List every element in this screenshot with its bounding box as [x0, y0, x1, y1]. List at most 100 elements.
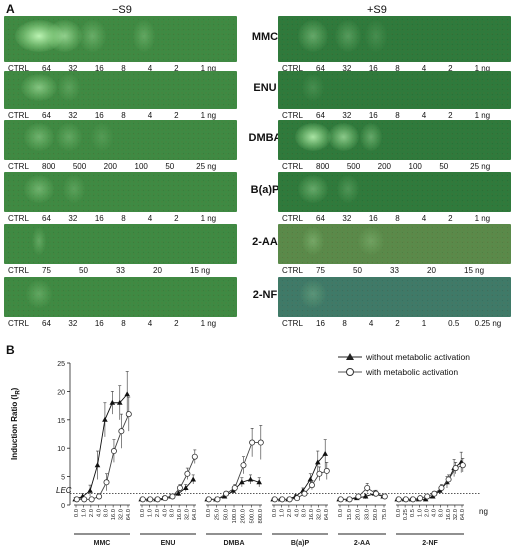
- x-tick-label: 50.0: [373, 509, 379, 520]
- x-tick-label: 200.0: [241, 509, 247, 524]
- data-point-with: [118, 428, 125, 435]
- series-line-with: [142, 456, 196, 500]
- group-name-mmc: MMC: [94, 540, 111, 547]
- data-point-with: [308, 482, 315, 489]
- dose-label: 8: [395, 111, 400, 120]
- x-tick-label: 0.0: [140, 509, 146, 517]
- dose-label: 8: [342, 319, 347, 328]
- data-point-with: [205, 496, 212, 503]
- comet-spot: [334, 19, 362, 52]
- panel-a-letter: A: [6, 2, 15, 16]
- x-tick-label: 4.0: [432, 509, 438, 517]
- group-name-bap: B(a)P: [291, 540, 310, 547]
- gel-strip-bap-plus-s9: [278, 172, 511, 212]
- dose-label: 8: [121, 111, 126, 120]
- mutagen-name-bap: B(a)P: [250, 184, 280, 196]
- y-tick-label: 0: [61, 503, 65, 510]
- data-point-without: [322, 450, 328, 456]
- dose-label: 1 ng: [474, 214, 491, 223]
- dose-label: 32: [68, 319, 78, 328]
- dose-label: 1 ng: [474, 111, 491, 120]
- comet-spot: [132, 19, 155, 52]
- legend-item-with: with metabolic activation: [338, 367, 470, 377]
- dose-label: 4: [147, 64, 153, 73]
- data-point-without: [94, 462, 101, 468]
- data-point-with: [316, 470, 323, 477]
- dose-label: 64: [316, 64, 325, 73]
- dose-label: 33: [116, 266, 125, 275]
- gel-texture: [4, 224, 237, 264]
- comet-spot: [62, 175, 85, 204]
- dose-label: 500: [72, 162, 87, 171]
- data-point-with: [279, 496, 286, 503]
- data-point-with: [271, 496, 278, 503]
- dose-label: 75: [42, 266, 51, 275]
- data-point-without: [307, 476, 314, 482]
- comet-spot: [364, 19, 387, 52]
- comet-spot: [297, 175, 329, 204]
- comet-spot: [21, 74, 57, 101]
- dose-label: CTRL: [8, 214, 29, 223]
- x-unit-label: ng: [479, 507, 488, 516]
- mutagen-name-2-nf: 2-NF: [252, 289, 278, 301]
- data-point-with: [223, 490, 230, 497]
- comet-spot: [23, 123, 55, 152]
- dose-label: 1 ng: [474, 64, 491, 73]
- data-point-with: [257, 439, 264, 446]
- data-point-without: [109, 399, 116, 405]
- gel-texture: [278, 277, 511, 317]
- data-point-with: [96, 493, 103, 500]
- x-tick-label: 8.0: [302, 509, 308, 517]
- gel-strip-2-nf-plus-s9: [278, 277, 511, 317]
- dose-label: 20: [427, 266, 436, 275]
- x-tick-label: 32.0: [119, 509, 125, 520]
- gel-strip-bap-minus-s9: [4, 172, 237, 212]
- data-point-without: [124, 391, 130, 397]
- dose-label: 4: [147, 319, 153, 328]
- comet-spot: [56, 123, 83, 152]
- y-tick-label: 5: [61, 475, 65, 482]
- gel-texture: [278, 71, 511, 109]
- x-tick-label: 0.0: [338, 509, 344, 517]
- dose-label: 32: [68, 111, 78, 120]
- dose-label: 1 ng: [200, 319, 217, 328]
- mutagen-name-mmc: MMC: [251, 31, 279, 43]
- x-tick-label: 16.0: [309, 509, 315, 520]
- data-point-with: [294, 495, 301, 502]
- data-point-with: [184, 470, 191, 477]
- data-point-with: [125, 411, 132, 418]
- gel-strip-mmc-minus-s9: [4, 16, 237, 62]
- x-tick-label: 64.0: [126, 509, 132, 520]
- data-point-with: [73, 496, 80, 503]
- dose-label: 800: [42, 162, 56, 171]
- dose-label: CTRL: [8, 266, 29, 275]
- data-point-with: [452, 465, 459, 472]
- dose-label: 20: [153, 266, 162, 275]
- data-point-with: [445, 476, 452, 483]
- dose-label: 1 ng: [200, 214, 217, 223]
- data-point-with: [346, 496, 353, 503]
- comet-spot: [360, 123, 383, 152]
- dose-label: 8: [121, 214, 126, 223]
- comet-spot: [336, 175, 359, 204]
- dose-label: 2: [174, 64, 179, 73]
- x-tick-label: 4.0: [162, 509, 168, 517]
- dose-label: CTRL: [282, 111, 303, 120]
- dose-label: 50: [79, 266, 88, 275]
- x-tick-label: 64.0: [192, 509, 198, 520]
- dose-label: 0.25 ng: [474, 319, 502, 328]
- comet-spot: [299, 280, 327, 309]
- dose-label: 2: [448, 64, 453, 73]
- dose-label: 2: [174, 214, 179, 223]
- dose-label: 1 ng: [200, 64, 217, 73]
- x-tick-label: 4.0: [96, 509, 102, 517]
- data-point-with: [337, 496, 344, 503]
- dose-label: 2: [395, 319, 400, 328]
- data-point-with: [372, 490, 379, 497]
- dose-label: CTRL: [8, 111, 29, 120]
- x-tick-label: 16.0: [446, 509, 452, 520]
- dose-label: 25 ng: [470, 162, 491, 171]
- dose-label: 32: [342, 64, 352, 73]
- x-tick-label: 1.0: [81, 509, 87, 517]
